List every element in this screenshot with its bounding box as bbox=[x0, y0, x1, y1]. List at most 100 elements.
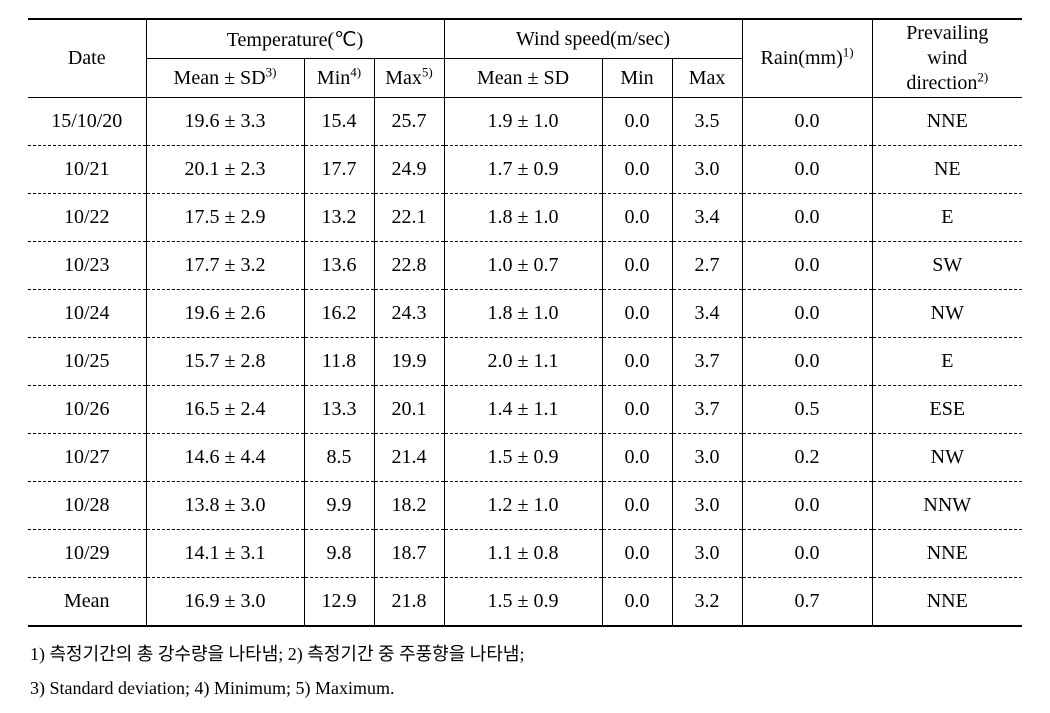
cell-temp-max: 21.8 bbox=[374, 578, 444, 627]
cell-date: Mean bbox=[28, 578, 146, 627]
temp-sd-sup: 3) bbox=[266, 64, 277, 79]
cell-temp-min: 13.3 bbox=[304, 386, 374, 434]
cell-wind-mean: 1.7 ± 0.9 bbox=[444, 146, 602, 194]
cell-temp-min: 12.9 bbox=[304, 578, 374, 627]
cell-date: 10/23 bbox=[28, 242, 146, 290]
cell-rain: 0.7 bbox=[742, 578, 872, 627]
cell-wind-min: 0.0 bbox=[602, 98, 672, 146]
temp-min-label: Min bbox=[317, 67, 350, 89]
cell-wind-mean: 1.5 ± 0.9 bbox=[444, 434, 602, 482]
cell-wind-min: 0.0 bbox=[602, 194, 672, 242]
table-row: 10/2419.6 ± 2.616.224.31.8 ± 1.00.03.40.… bbox=[28, 290, 1022, 338]
cell-wind-min: 0.0 bbox=[602, 242, 672, 290]
table-body: 15/10/2019.6 ± 3.315.425.71.9 ± 1.00.03.… bbox=[28, 98, 1022, 627]
cell-temp-min: 16.2 bbox=[304, 290, 374, 338]
cell-rain: 0.2 bbox=[742, 434, 872, 482]
cell-temp-mean: 19.6 ± 2.6 bbox=[146, 290, 304, 338]
cell-temp-min: 9.8 bbox=[304, 530, 374, 578]
table-row: 10/2120.1 ± 2.317.724.91.7 ± 0.90.03.00.… bbox=[28, 146, 1022, 194]
table-row: 10/2616.5 ± 2.413.320.11.4 ± 1.10.03.70.… bbox=[28, 386, 1022, 434]
temp-min-sup: 4) bbox=[350, 64, 361, 79]
cell-wind-min: 0.0 bbox=[602, 578, 672, 627]
cell-wind-min: 0.0 bbox=[602, 434, 672, 482]
table-row: Mean16.9 ± 3.012.921.81.5 ± 0.90.03.20.7… bbox=[28, 578, 1022, 627]
cell-wind-min: 0.0 bbox=[602, 530, 672, 578]
cell-wind-max: 3.0 bbox=[672, 482, 742, 530]
cell-wind-mean: 1.4 ± 1.1 bbox=[444, 386, 602, 434]
cell-date: 10/25 bbox=[28, 338, 146, 386]
cell-temp-max: 22.8 bbox=[374, 242, 444, 290]
table-row: 10/2317.7 ± 3.213.622.81.0 ± 0.70.02.70.… bbox=[28, 242, 1022, 290]
cell-date: 10/27 bbox=[28, 434, 146, 482]
cell-wind-max: 3.2 bbox=[672, 578, 742, 627]
cell-wind-min: 0.0 bbox=[602, 290, 672, 338]
footnote-line-2: 3) Standard deviation; 4) Minimum; 5) Ma… bbox=[30, 671, 1020, 705]
prevailing-line1: Prevailing bbox=[906, 22, 988, 44]
cell-date: 10/22 bbox=[28, 194, 146, 242]
cell-wind-dir: SW bbox=[872, 242, 1022, 290]
cell-wind-max: 3.7 bbox=[672, 386, 742, 434]
col-temp-max: Max5) bbox=[374, 59, 444, 98]
temp-max-sup: 5) bbox=[422, 64, 433, 79]
col-wind-max: Max bbox=[672, 59, 742, 98]
rain-sup: 1) bbox=[843, 44, 854, 59]
cell-temp-mean: 16.9 ± 3.0 bbox=[146, 578, 304, 627]
footnote-line-1: 1) 측정기간의 총 강수량을 나타냄; 2) 측정기간 중 주풍향을 나타냄; bbox=[30, 637, 1020, 671]
col-prevailing-wind: Prevailing wind direction2) bbox=[872, 19, 1022, 98]
cell-wind-mean: 1.8 ± 1.0 bbox=[444, 194, 602, 242]
table-row: 10/2813.8 ± 3.09.918.21.2 ± 1.00.03.00.0… bbox=[28, 482, 1022, 530]
cell-date: 15/10/20 bbox=[28, 98, 146, 146]
cell-wind-mean: 1.9 ± 1.0 bbox=[444, 98, 602, 146]
prevailing-sup: 2) bbox=[977, 69, 988, 84]
cell-temp-mean: 14.1 ± 3.1 bbox=[146, 530, 304, 578]
cell-wind-mean: 1.2 ± 1.0 bbox=[444, 482, 602, 530]
cell-wind-dir: ESE bbox=[872, 386, 1022, 434]
rain-label: Rain(mm) bbox=[761, 47, 843, 69]
cell-temp-mean: 13.8 ± 3.0 bbox=[146, 482, 304, 530]
cell-temp-mean: 17.7 ± 3.2 bbox=[146, 242, 304, 290]
prevailing-line2: wind bbox=[927, 47, 967, 69]
cell-temp-max: 21.4 bbox=[374, 434, 444, 482]
cell-temp-mean: 19.6 ± 3.3 bbox=[146, 98, 304, 146]
cell-wind-min: 0.0 bbox=[602, 386, 672, 434]
col-temp-meansd: Mean ± SD3) bbox=[146, 59, 304, 98]
cell-date: 10/26 bbox=[28, 386, 146, 434]
cell-wind-max: 3.4 bbox=[672, 290, 742, 338]
cell-rain: 0.0 bbox=[742, 242, 872, 290]
cell-wind-dir: E bbox=[872, 338, 1022, 386]
cell-temp-max: 18.2 bbox=[374, 482, 444, 530]
col-windspeed-group: Wind speed(m/sec) bbox=[444, 19, 742, 59]
cell-temp-max: 22.1 bbox=[374, 194, 444, 242]
cell-rain: 0.0 bbox=[742, 482, 872, 530]
cell-temp-mean: 20.1 ± 2.3 bbox=[146, 146, 304, 194]
cell-temp-min: 8.5 bbox=[304, 434, 374, 482]
col-temperature-group: Temperature(℃) bbox=[146, 19, 444, 59]
cell-wind-dir: NNE bbox=[872, 578, 1022, 627]
cell-temp-max: 25.7 bbox=[374, 98, 444, 146]
cell-date: 10/28 bbox=[28, 482, 146, 530]
cell-wind-dir: NNW bbox=[872, 482, 1022, 530]
cell-wind-max: 3.5 bbox=[672, 98, 742, 146]
cell-temp-mean: 16.5 ± 2.4 bbox=[146, 386, 304, 434]
cell-wind-min: 0.0 bbox=[602, 146, 672, 194]
cell-temp-max: 24.9 bbox=[374, 146, 444, 194]
cell-wind-mean: 1.0 ± 0.7 bbox=[444, 242, 602, 290]
cell-wind-mean: 1.5 ± 0.9 bbox=[444, 578, 602, 627]
cell-temp-max: 18.7 bbox=[374, 530, 444, 578]
table-row: 10/2217.5 ± 2.913.222.11.8 ± 1.00.03.40.… bbox=[28, 194, 1022, 242]
cell-temp-min: 15.4 bbox=[304, 98, 374, 146]
col-wind-meansd: Mean ± SD bbox=[444, 59, 602, 98]
cell-wind-mean: 1.8 ± 1.0 bbox=[444, 290, 602, 338]
table-row: 15/10/2019.6 ± 3.315.425.71.9 ± 1.00.03.… bbox=[28, 98, 1022, 146]
footnotes: 1) 측정기간의 총 강수량을 나타냄; 2) 측정기간 중 주풍향을 나타냄;… bbox=[28, 637, 1022, 705]
col-rain: Rain(mm)1) bbox=[742, 19, 872, 98]
cell-temp-min: 9.9 bbox=[304, 482, 374, 530]
col-date: Date bbox=[28, 19, 146, 98]
cell-temp-max: 20.1 bbox=[374, 386, 444, 434]
temp-meansd-label: Mean ± SD bbox=[174, 67, 266, 89]
cell-wind-mean: 1.1 ± 0.8 bbox=[444, 530, 602, 578]
cell-temp-min: 17.7 bbox=[304, 146, 374, 194]
col-temp-min: Min4) bbox=[304, 59, 374, 98]
table-row: 10/2515.7 ± 2.811.819.92.0 ± 1.10.03.70.… bbox=[28, 338, 1022, 386]
table-row: 10/2914.1 ± 3.19.818.71.1 ± 0.80.03.00.0… bbox=[28, 530, 1022, 578]
